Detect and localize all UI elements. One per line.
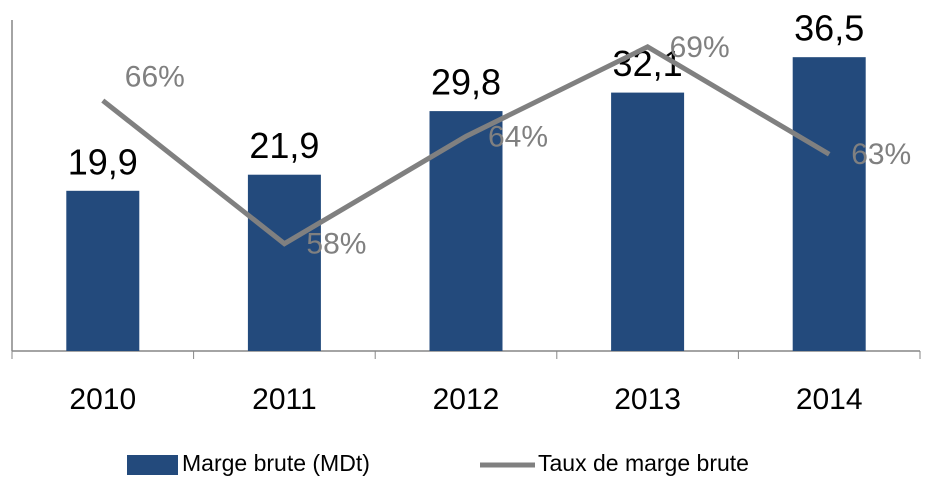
- line-label: 64%: [488, 120, 548, 153]
- x-tick-label: 2013: [614, 383, 681, 416]
- line-label: 69%: [670, 31, 730, 64]
- legend-label: Taux de marge brute: [538, 450, 749, 476]
- line: [101, 44, 831, 247]
- line-label: 63%: [851, 138, 911, 171]
- bar-label: 32,1: [613, 43, 683, 84]
- legend-label: Marge brute (MDt): [182, 450, 370, 476]
- x-tick-label: 2014: [796, 383, 863, 416]
- bar: [792, 57, 866, 352]
- bar-label: 29,8: [431, 62, 501, 103]
- bar: [611, 92, 685, 351]
- bar: [247, 174, 321, 351]
- x-tick-label: 2010: [69, 383, 136, 416]
- x-tick-label: 2012: [433, 383, 500, 416]
- legend-swatch: [127, 455, 178, 475]
- bar-label: 19,9: [68, 141, 138, 182]
- line-label: 58%: [306, 228, 366, 261]
- line-label: 66%: [125, 60, 185, 93]
- x-tick-label: 2011: [252, 383, 317, 416]
- bar-label: 21,9: [249, 125, 319, 166]
- bar-label: 36,5: [794, 8, 864, 49]
- bar: [66, 190, 140, 351]
